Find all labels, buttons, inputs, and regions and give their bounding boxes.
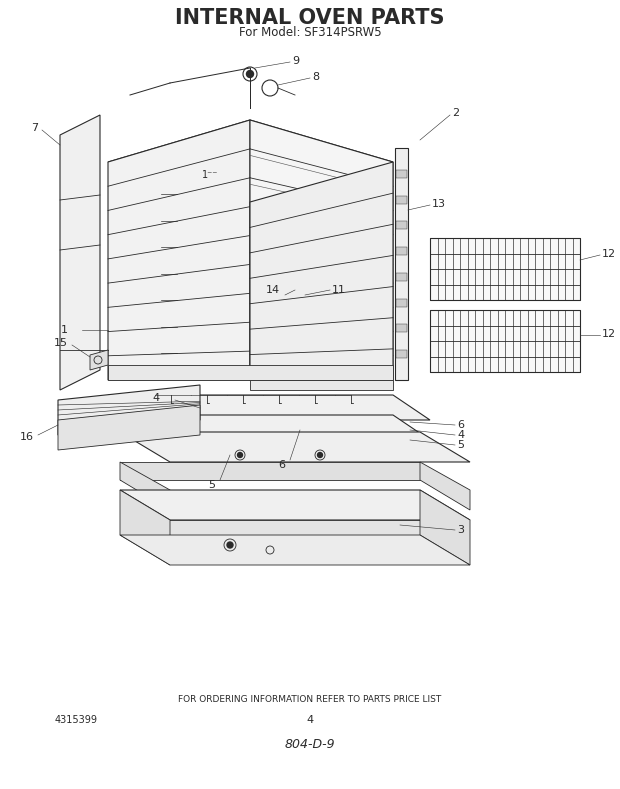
Polygon shape — [250, 162, 393, 380]
Polygon shape — [108, 120, 250, 380]
Polygon shape — [395, 148, 408, 380]
Polygon shape — [396, 196, 407, 204]
Text: 14: 14 — [266, 285, 280, 295]
Text: 1⁻⁻: 1⁻⁻ — [202, 170, 218, 180]
Polygon shape — [108, 120, 393, 202]
Text: 13: 13 — [432, 199, 446, 209]
Polygon shape — [58, 405, 200, 450]
Circle shape — [247, 70, 254, 77]
Polygon shape — [90, 350, 108, 370]
Polygon shape — [120, 432, 470, 462]
Polygon shape — [430, 310, 580, 372]
Text: INTERNAL OVEN PARTS: INTERNAL OVEN PARTS — [175, 8, 445, 28]
Polygon shape — [396, 324, 407, 332]
Circle shape — [227, 542, 233, 548]
Polygon shape — [108, 395, 430, 420]
Circle shape — [237, 453, 242, 458]
Text: 9: 9 — [292, 56, 299, 66]
Text: 11: 11 — [332, 285, 346, 295]
Text: 4: 4 — [153, 393, 160, 403]
Text: 4: 4 — [306, 715, 314, 725]
Polygon shape — [396, 170, 407, 178]
Polygon shape — [250, 380, 393, 390]
Polygon shape — [120, 490, 470, 520]
Text: 6: 6 — [457, 420, 464, 430]
Polygon shape — [420, 462, 470, 510]
Polygon shape — [108, 365, 393, 380]
Text: 16: 16 — [20, 432, 34, 442]
Text: 804-D-9: 804-D-9 — [285, 739, 335, 751]
Polygon shape — [430, 238, 580, 300]
Text: For Model: SF314PSRW5: For Model: SF314PSRW5 — [239, 25, 381, 39]
Polygon shape — [120, 462, 170, 510]
Text: 1: 1 — [61, 325, 68, 335]
Polygon shape — [108, 415, 430, 440]
Polygon shape — [396, 299, 407, 307]
Text: 6: 6 — [278, 460, 285, 470]
Polygon shape — [420, 490, 470, 565]
Polygon shape — [396, 350, 407, 358]
Polygon shape — [120, 490, 170, 565]
Polygon shape — [120, 535, 470, 565]
Text: 5: 5 — [208, 480, 215, 490]
Text: 15: 15 — [54, 338, 68, 348]
Text: 12: 12 — [602, 249, 616, 259]
Text: 2: 2 — [452, 108, 459, 118]
Polygon shape — [396, 273, 407, 281]
Text: 12: 12 — [602, 329, 616, 339]
Circle shape — [317, 453, 322, 458]
Text: 5: 5 — [457, 440, 464, 450]
Polygon shape — [60, 115, 100, 390]
Polygon shape — [396, 247, 407, 255]
Text: 3: 3 — [457, 525, 464, 535]
Polygon shape — [120, 520, 420, 535]
Text: 4315399: 4315399 — [55, 715, 98, 725]
Text: 4: 4 — [457, 430, 464, 440]
Text: 8: 8 — [312, 72, 319, 82]
Polygon shape — [58, 385, 200, 435]
Text: 7: 7 — [31, 123, 38, 133]
Polygon shape — [120, 462, 420, 480]
Polygon shape — [250, 120, 393, 380]
Polygon shape — [396, 222, 407, 230]
Text: FOR ORDERING INFORMATION REFER TO PARTS PRICE LIST: FOR ORDERING INFORMATION REFER TO PARTS … — [179, 695, 441, 705]
